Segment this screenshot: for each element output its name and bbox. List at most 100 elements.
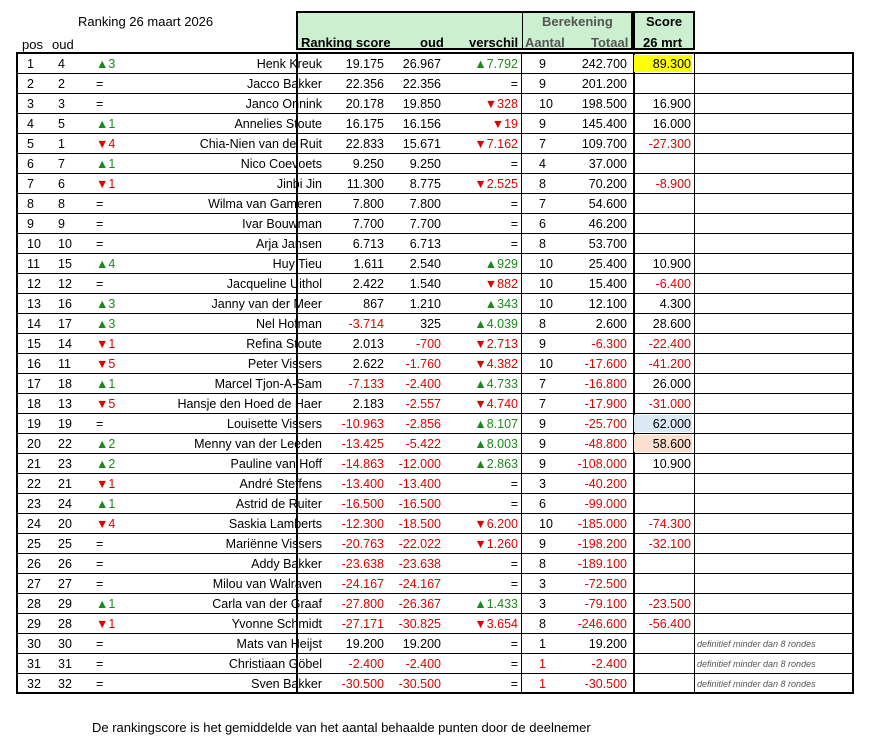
movement-cell: ▼5 <box>96 357 116 371</box>
verschil-cell: = <box>510 217 518 231</box>
player-name: Astrid de Ruiter <box>235 497 322 511</box>
header-score-date: 26 mrt <box>643 35 683 50</box>
ranking-score-cell: -22.022 <box>398 537 441 551</box>
movement-cell: ▲4 <box>96 257 116 271</box>
movement-cell: ▲3 <box>96 57 116 71</box>
aantal-cell: 9 <box>539 417 546 431</box>
oud-cell: 15 <box>58 257 72 271</box>
aantal-cell: 3 <box>539 477 546 491</box>
movement-cell: ▼4 <box>96 517 116 531</box>
table-row: 25 25 = Mariënne Vissers -22.022 -20.763 ▼1.26… <box>18 534 852 554</box>
aantal-cell: 3 <box>539 577 546 591</box>
oud-cell: 3 <box>58 97 65 111</box>
oud-cell: 26 <box>58 557 72 571</box>
old-score-cell: -3.714 <box>348 317 384 331</box>
note-cell: definitief minder dan 8 rondes <box>697 659 816 669</box>
aantal-cell: 10 <box>539 297 553 311</box>
pos-cell: 22 <box>27 477 41 491</box>
movement-cell: = <box>96 557 104 571</box>
ranking-score-cell: -2.400 <box>405 657 441 671</box>
totaal-cell: -2.400 <box>591 657 627 671</box>
ranking-score-cell: -13.400 <box>398 477 441 491</box>
player-name: Menny van der Leeden <box>194 437 322 451</box>
table-row: 20 22 ▲2 Menny van der Leeden -5.422 -13.425 ▲… <box>18 434 852 454</box>
score-header-box <box>633 11 695 50</box>
pos-cell: 26 <box>27 557 41 571</box>
old-score-cell: -13.425 <box>341 437 384 451</box>
ranking-score-cell: 8.775 <box>409 177 441 191</box>
totaal-cell: -185.000 <box>577 517 627 531</box>
table-row: 18 13 ▼5 Hansje den Hoed de Haer -2.557 2.183… <box>18 394 852 414</box>
old-score-cell: -2.400 <box>348 657 384 671</box>
table-row: 17 18 ▲1 Marcel Tjon-A-Sam -2.400 -7.133 ▲4.73… <box>18 374 852 394</box>
pos-cell: 25 <box>27 537 41 551</box>
ranking-score-cell: -5.422 <box>405 437 441 451</box>
player-name: Christiaan Göbel <box>228 657 322 671</box>
oud-cell: 4 <box>58 57 65 71</box>
pos-cell: 29 <box>27 617 41 631</box>
totaal-cell: 54.600 <box>588 197 627 211</box>
ranking-score-cell: -24.167 <box>398 577 441 591</box>
movement-cell: ▲1 <box>96 377 116 391</box>
verschil-cell: ▼19 <box>491 117 518 131</box>
table-row: 16 11 ▼5 Peter Vissers -1.760 2.622 ▼4.382 10 -1… <box>18 354 852 374</box>
pos-cell: 21 <box>27 457 41 471</box>
old-score-cell: -20.763 <box>341 537 384 551</box>
old-score-cell: -16.500 <box>341 497 384 511</box>
oud-cell: 7 <box>58 157 65 171</box>
old-score-cell: 20.178 <box>345 97 384 111</box>
aantal-cell: 10 <box>539 97 553 111</box>
movement-cell: = <box>96 577 104 591</box>
old-score-cell: 11.300 <box>346 177 384 191</box>
verschil-cell: ▲2.863 <box>474 457 518 471</box>
movement-cell: = <box>96 197 104 211</box>
old-score-cell: -13.400 <box>341 477 384 491</box>
verschil-cell: ▼2.713 <box>474 337 518 351</box>
table-row: 15 14 ▼1 Refina Stoute -700 2.013 ▼2.713 9 -6.30… <box>18 334 852 354</box>
table-row: 24 20 ▼4 Saskia Lamberts -18.500 -12.300 ▼6.20… <box>18 514 852 534</box>
movement-cell: = <box>96 237 104 251</box>
aantal-cell: 1 <box>539 657 546 671</box>
movement-cell: ▲3 <box>96 317 116 331</box>
movement-cell: ▲2 <box>96 437 116 451</box>
player-name: Saskia Lamberts <box>228 517 322 531</box>
pos-cell: 5 <box>27 137 34 151</box>
player-name: Carla van der Graaf <box>212 597 322 611</box>
verschil-cell: ▼3.654 <box>474 617 518 631</box>
verschil-cell: ▲343 <box>484 297 518 311</box>
old-score-cell: -30.500 <box>341 677 384 691</box>
pos-cell: 3 <box>27 97 34 111</box>
totaal-cell: 37.000 <box>588 157 627 171</box>
old-score-cell: -27.171 <box>341 617 384 631</box>
ranking-score-cell: 22.356 <box>402 77 441 91</box>
score-highlight <box>634 415 692 432</box>
verschil-cell: ▼4.740 <box>474 397 518 411</box>
table-row: 19 19 = Louisette Vissers -2.856 -10.963 ▲8.10… <box>18 414 852 434</box>
movement-cell: = <box>96 217 104 231</box>
score-26-cell: 16.000 <box>652 117 691 131</box>
verschil-cell: = <box>510 637 518 651</box>
oud-cell: 25 <box>58 537 72 551</box>
movement-cell: ▼5 <box>96 397 116 411</box>
aantal-cell: 10 <box>539 257 553 271</box>
ranking-score-cell: -30.500 <box>398 677 441 691</box>
verschil-cell: ▲929 <box>484 257 518 271</box>
oud-cell: 16 <box>58 297 72 311</box>
verschil-cell: = <box>510 157 518 171</box>
totaal-cell: 19.200 <box>588 637 627 651</box>
verschil-cell: = <box>510 577 518 591</box>
oud-cell: 27 <box>58 577 72 591</box>
aantal-cell: 1 <box>539 637 546 651</box>
header-berekening: Berekening <box>542 14 613 29</box>
player-name: Janco Onnink <box>245 97 322 111</box>
totaal-cell: -40.200 <box>584 477 627 491</box>
pos-cell: 24 <box>27 517 41 531</box>
pos-cell: 10 <box>27 237 41 251</box>
player-name: Sven Bakker <box>251 677 322 691</box>
verschil-cell: = <box>510 477 518 491</box>
pos-cell: 16 <box>27 357 41 371</box>
totaal-cell: -16.800 <box>584 377 627 391</box>
old-score-cell: -27.800 <box>341 597 384 611</box>
oud-cell: 29 <box>58 597 72 611</box>
verschil-cell: = <box>510 557 518 571</box>
